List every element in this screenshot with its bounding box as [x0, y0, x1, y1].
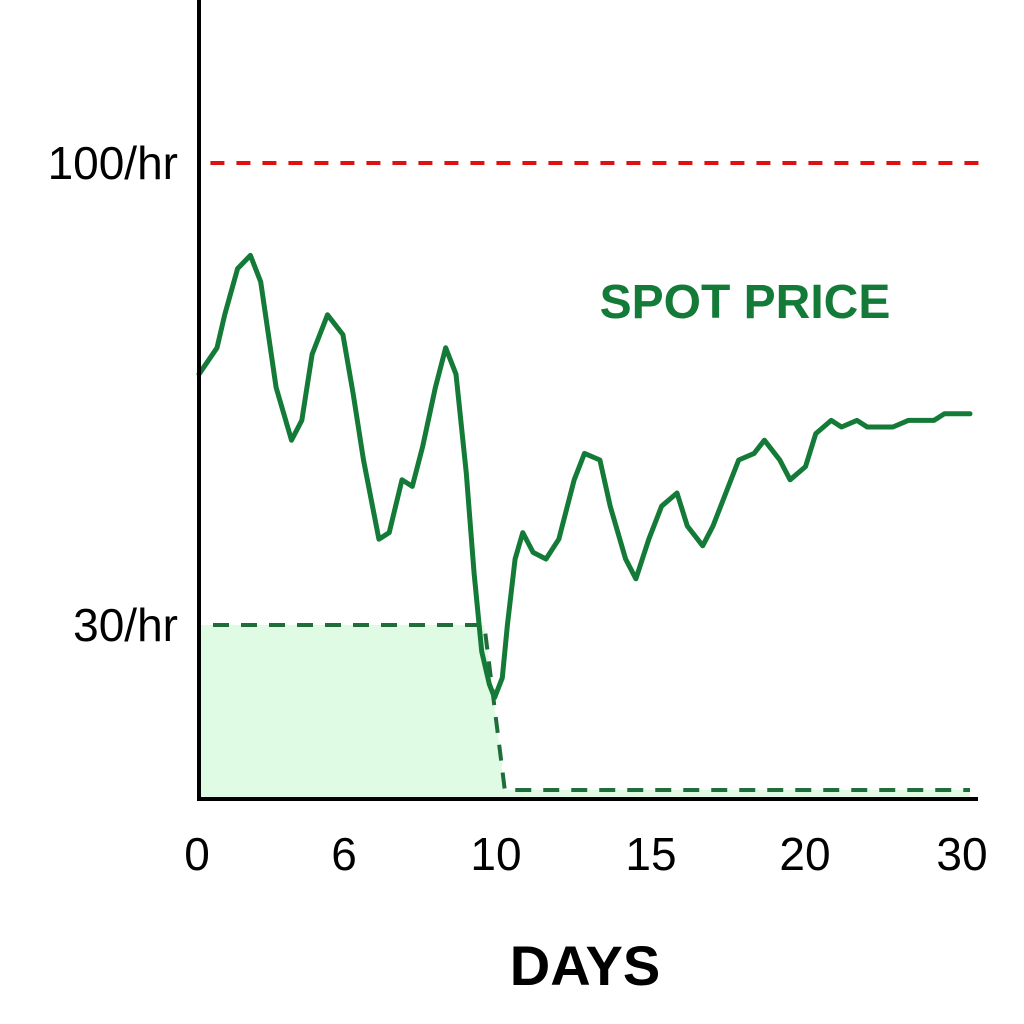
- x-tick-label: 0: [184, 828, 210, 880]
- y-tick-label: 100/hr: [48, 137, 178, 189]
- spot-price-line: [196, 252, 973, 701]
- spot-price-annotation: SPOT PRICE: [600, 276, 891, 329]
- reserved-area-fill: [199, 625, 970, 799]
- x-tick-label: 6: [331, 828, 357, 880]
- x-tick-label: 30: [936, 828, 987, 880]
- y-tick-label: 30/hr: [73, 599, 178, 651]
- x-axis-title: DAYS: [510, 934, 660, 997]
- y-tick-labels: 100/hr 30/hr: [48, 137, 178, 651]
- x-tick-label: 15: [625, 828, 676, 880]
- x-tick-label: 10: [470, 828, 521, 880]
- x-tick-label: 20: [779, 828, 830, 880]
- x-tick-labels: 0 6 10 15 20 30: [184, 828, 987, 880]
